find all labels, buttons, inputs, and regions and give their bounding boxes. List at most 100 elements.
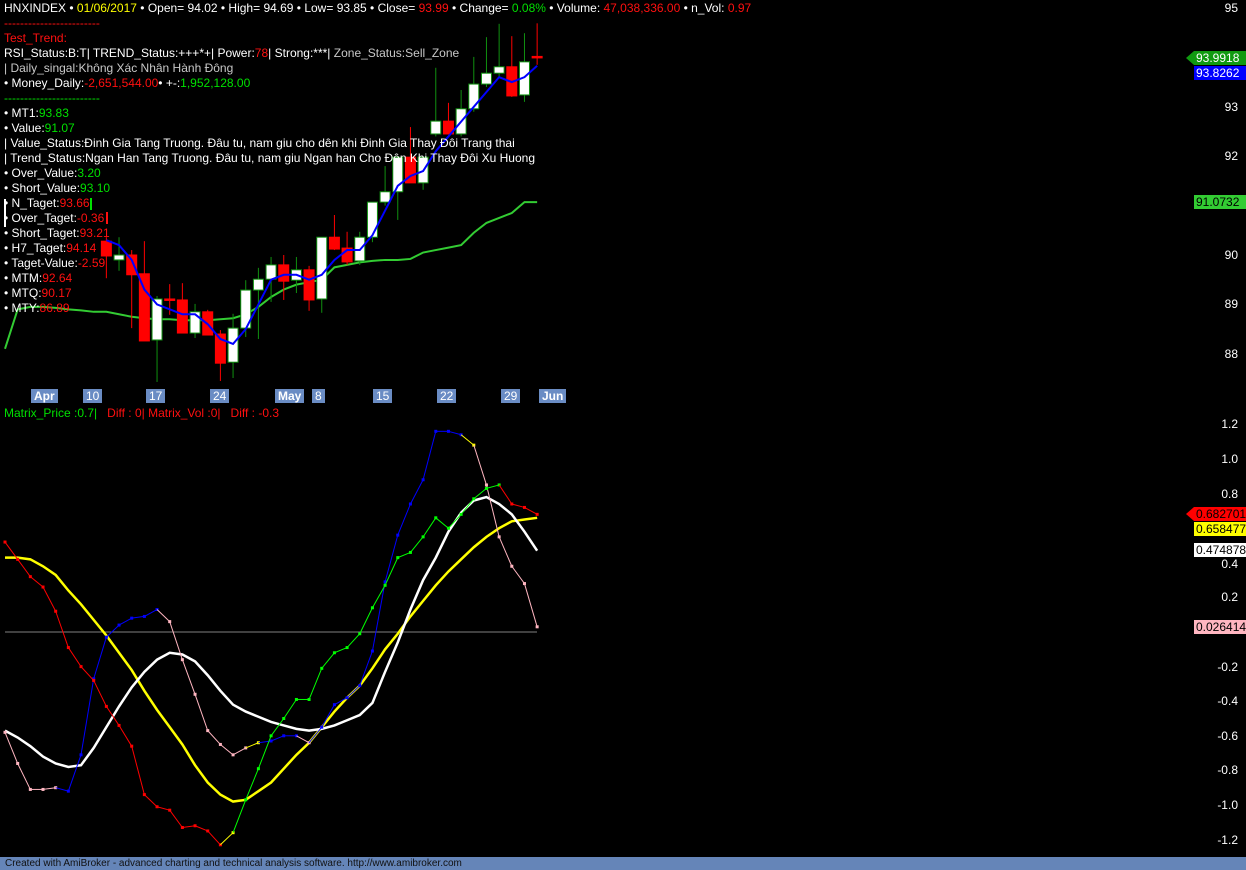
series-segment (448, 430, 462, 436)
info-text: 93.66 (59, 196, 90, 210)
series-segment (486, 484, 500, 489)
series-segment (42, 586, 57, 612)
info-text: | Strong:***| (268, 46, 334, 60)
series-segment (359, 607, 373, 634)
series-segment (448, 514, 462, 529)
axis-tick-label: 89 (1224, 297, 1238, 312)
info-text: • n_Vol: (680, 1, 728, 15)
series-segment (359, 650, 373, 686)
marker-bar (4, 199, 6, 227)
info-line: HNXINDEX • 01/06/2017 • Open= 94.02 • Hi… (4, 1, 751, 16)
date-label: 8 (312, 389, 325, 403)
series-segment (156, 806, 170, 811)
info-line: • MT1:93.83 (4, 106, 751, 121)
info-text: 0.08% (511, 1, 546, 15)
info-text: • MTY: (4, 301, 40, 315)
price-pane[interactable] (4, 23, 543, 382)
series-segment (257, 735, 272, 769)
candle-body (113, 254, 125, 261)
candle (113, 237, 125, 271)
info-text: 92.64 (42, 271, 73, 285)
info-text: Test_Trend: (4, 31, 67, 45)
info-text: • Short_Value: (4, 181, 81, 195)
candle-body (379, 191, 391, 203)
candle-body (126, 254, 138, 276)
series-segment (524, 507, 538, 515)
matrix-vol-series (3, 429, 539, 793)
candle (493, 23, 505, 78)
candle-body (164, 298, 176, 301)
series-segment (270, 718, 285, 737)
candle-body (493, 66, 505, 74)
candle-body (303, 269, 315, 301)
series-segment (334, 697, 348, 706)
info-text: ------------------------ (4, 16, 100, 30)
info-line: • Money_Daily:-2,651,544.00• +-:1,952,12… (4, 76, 751, 91)
legend-text: Diff : 0| Matrix_Vol :0| Diff : -0.3 (97, 406, 280, 420)
candle-body (480, 72, 492, 85)
info-text: • Value: (4, 121, 45, 135)
date-label: Apr (31, 389, 58, 403)
series-segment (181, 659, 196, 695)
series-segment (4, 541, 19, 560)
info-line: ------------------------ (4, 16, 751, 31)
info-text: • MT1: (4, 106, 39, 120)
oscillator-pane[interactable] (3, 429, 539, 847)
series-segment (384, 557, 399, 586)
candle (328, 214, 340, 251)
date-label: Jun (539, 389, 567, 403)
series-segment (334, 647, 348, 654)
indicator-info-panel: HNXINDEX • 01/06/2017 • Open= 94.02 • Hi… (4, 1, 751, 316)
marker-bar (90, 198, 92, 210)
info-text: • Over_Taget: (4, 211, 77, 225)
info-text: | Value_Status:Đinh Gia Tang Truong. Đâu… (4, 136, 515, 150)
candle (379, 166, 391, 206)
series-segment (397, 551, 411, 559)
info-line: • MTY:86.89 (4, 301, 751, 316)
axis-tick-label: -1.0 (1217, 798, 1238, 812)
axis-tick-label: 88 (1224, 346, 1238, 361)
info-text: • N_Taget: (4, 196, 60, 210)
info-text: • +-: (158, 76, 181, 90)
series-segment (409, 479, 424, 505)
series-segment (245, 742, 259, 749)
candle (227, 313, 239, 379)
last-value-tag: 0.026414 (1194, 620, 1246, 635)
date-label: 15 (373, 389, 393, 403)
series-segment (131, 615, 145, 619)
info-text: • (66, 1, 77, 15)
tag-arrow-icon (1186, 506, 1194, 521)
info-text: 3.20 (77, 166, 101, 180)
info-text: 01/06/2017 (76, 1, 137, 15)
info-line: ------------------------ (4, 91, 751, 106)
series-segment (93, 637, 107, 679)
candle (531, 23, 543, 65)
candle (442, 102, 454, 135)
series-segment (485, 484, 500, 537)
axis-tick-label: -0.2 (1217, 659, 1238, 674)
candle-body (138, 273, 150, 342)
footer-credit: Created with AmiBroker - advanced charti… (0, 857, 1246, 870)
series-segment (498, 484, 513, 505)
last-value-tag: 0.682701 (1194, 506, 1246, 521)
series-segment (207, 830, 221, 846)
info-text: -0.36 (76, 211, 105, 225)
series-segment (346, 633, 361, 648)
series-segment (55, 787, 69, 792)
tag-arrow-icon (1186, 50, 1194, 65)
info-line: • N_Taget:93.66 (4, 196, 751, 211)
last-value-tag: 0.658477 (1194, 521, 1246, 536)
series-segment (105, 706, 120, 726)
axis-tick-label: 90 (1224, 248, 1238, 262)
series-segment (435, 517, 449, 529)
date-label: 24 (210, 389, 230, 403)
series-segment (169, 621, 183, 660)
series-point (535, 625, 539, 629)
info-line: | Trend_Status:Ngan Han Tang Truong. Đâu… (4, 151, 751, 166)
info-text: 93.83 (38, 106, 69, 120)
series-segment (321, 704, 335, 728)
series-segment (473, 488, 487, 500)
info-text: 47,038,336.00 (603, 1, 681, 15)
axis-tick-label: -0.4 (1217, 694, 1238, 709)
